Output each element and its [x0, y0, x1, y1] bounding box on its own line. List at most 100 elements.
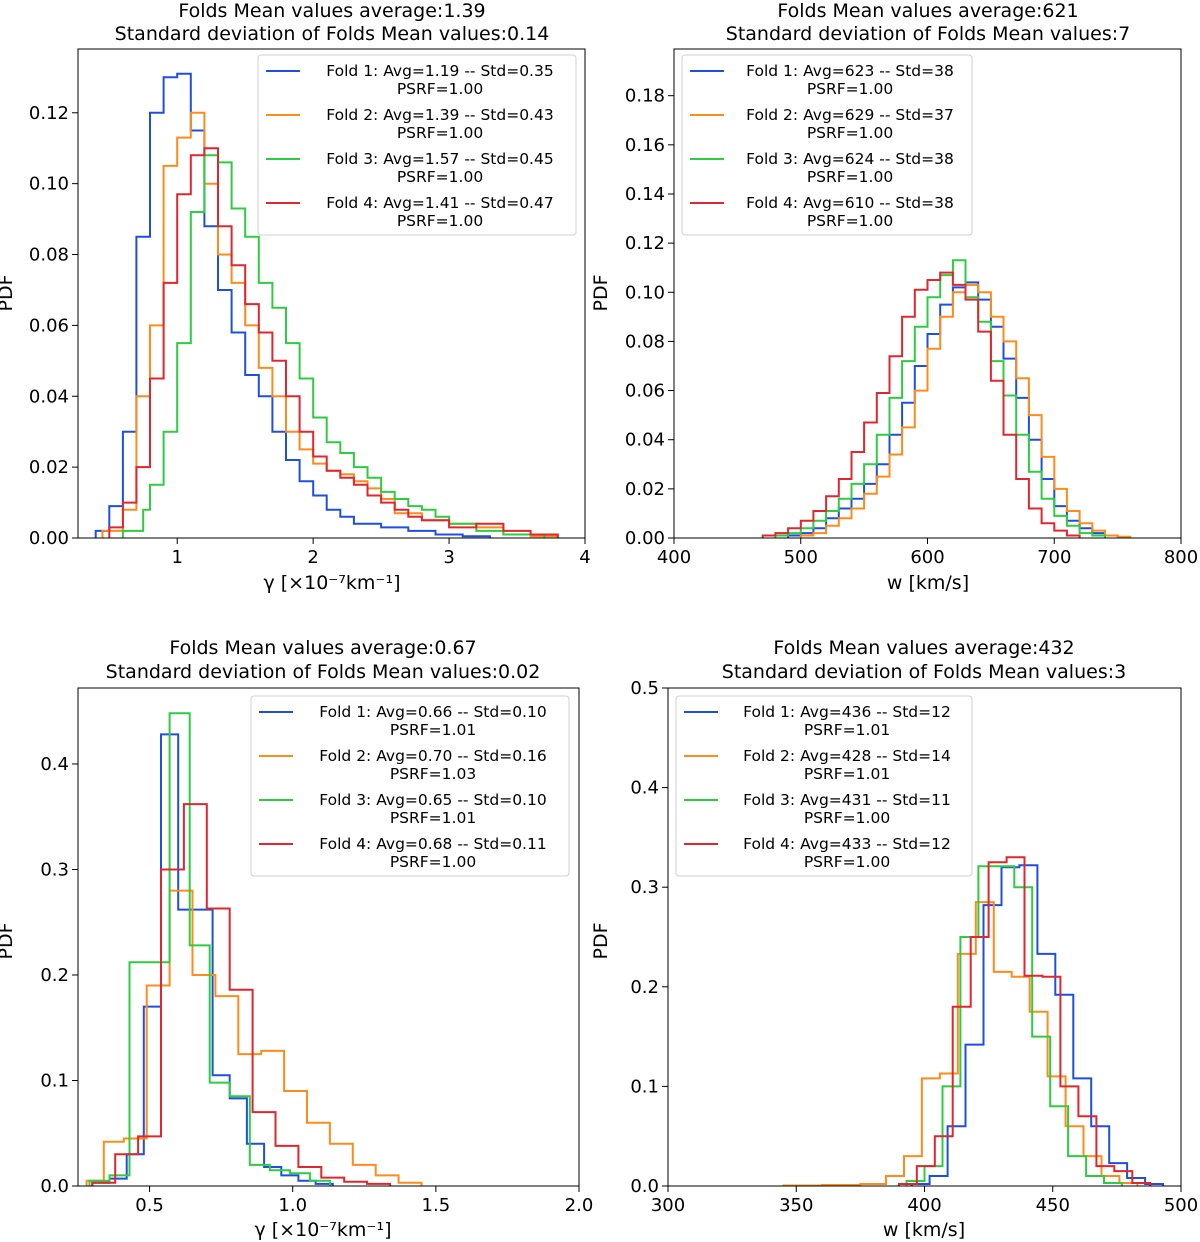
x-tick-label: 3 [443, 547, 454, 568]
y-tick-label: 0.12 [29, 103, 69, 124]
legend-entry-fold-4: Fold 4: Avg=1.41 -- Std=0.47 [326, 194, 553, 212]
y-tick-label: 0.14 [625, 184, 665, 205]
legend-psrf-fold-3: PSRF=1.00 [804, 809, 890, 827]
chart-title-line2: Standard deviation of Folds Mean values:… [726, 23, 1130, 45]
histogram-series-fold-3 [88, 712, 331, 1186]
x-tick-label: 600 [910, 547, 944, 568]
legend-box [681, 54, 973, 236]
legend-entry-fold-2: Fold 2: Avg=629 -- Std=37 [746, 106, 954, 124]
y-tick-label: 0.4 [40, 754, 69, 775]
legend-entry-fold-1: Fold 1: Avg=1.19 -- Std=0.35 [326, 62, 553, 80]
y-tick-label: 0.10 [29, 174, 69, 195]
legend-psrf-fold-2: PSRF=1.01 [804, 765, 890, 783]
y-axis-label: PDF [590, 274, 612, 311]
chart-title-line1: Folds Mean values average:621 [777, 0, 1078, 22]
y-tick-label: 0.06 [625, 381, 665, 402]
legend-psrf-fold-3: PSRF=1.00 [397, 168, 483, 186]
legend-psrf-fold-1: PSRF=1.00 [397, 80, 483, 98]
chart-title-line1: Folds Mean values average:432 [773, 637, 1074, 659]
panel-w-bottom: Folds Mean values average:432 Standard d… [590, 637, 1198, 1241]
legend-psrf-fold-2: PSRF=1.00 [397, 124, 483, 142]
legend-box [250, 695, 570, 877]
y-tick-label: 0.08 [625, 331, 665, 352]
plot-frame [77, 48, 586, 539]
legend-entry-fold-2: Fold 2: Avg=0.70 -- Std=0.16 [319, 747, 546, 765]
legend-psrf-fold-1: PSRF=1.01 [804, 721, 890, 739]
y-tick-label: 0.3 [630, 877, 659, 898]
legend-psrf-fold-4: PSRF=1.00 [807, 212, 893, 230]
legend-entry-fold-4: Fold 4: Avg=0.68 -- Std=0.11 [319, 835, 546, 853]
x-axis-label: w [km/s] [883, 1219, 965, 1241]
x-tick-label: 400 [907, 1195, 941, 1216]
y-tick-label: 0.1 [40, 1070, 69, 1091]
histogram-series-fold-4 [108, 147, 559, 538]
histogram-series-fold-3 [774, 259, 1106, 538]
chart-title-line1: Folds Mean values average:1.39 [178, 0, 485, 22]
y-tick-label: 0.4 [630, 778, 659, 799]
legend-psrf-fold-4: PSRF=1.00 [397, 212, 483, 230]
x-tick-label: 2 [307, 547, 318, 568]
histogram-series-fold-3 [905, 865, 1123, 1186]
legend-psrf-fold-1: PSRF=1.01 [390, 721, 476, 739]
y-tick-label: 0.0 [40, 1176, 69, 1197]
legend-psrf-fold-2: PSRF=1.00 [807, 124, 893, 142]
y-tick-label: 0.5 [630, 678, 659, 699]
x-tick-label: 1.0 [278, 1195, 307, 1216]
chart-title-line2: Standard deviation of Folds Mean values:… [722, 661, 1126, 683]
histogram-series-fold-2 [85, 889, 423, 1186]
histogram-series-fold-4 [761, 271, 1081, 538]
y-tick-label: 0.10 [625, 282, 665, 303]
x-tick-label: 500 [1164, 1195, 1198, 1216]
x-tick-label: 400 [657, 547, 691, 568]
panel-w-top: Folds Mean values average:621 Standard d… [590, 0, 1198, 594]
x-tick-label: 450 [1036, 1195, 1070, 1216]
y-tick-label: 0.0 [630, 1176, 659, 1197]
x-axis-label: w [km/s] [887, 572, 969, 594]
y-tick-label: 0.1 [630, 1076, 659, 1097]
legend-entry-fold-2: Fold 2: Avg=428 -- Std=14 [743, 747, 951, 765]
x-axis-label: γ [×10⁻⁷km⁻¹] [254, 1219, 391, 1241]
y-tick-label: 0.02 [625, 479, 665, 500]
x-tick-label: 500 [784, 547, 818, 568]
x-tick-label: 800 [1164, 547, 1198, 568]
legend-box [675, 695, 973, 877]
panel-gamma-bottom: Folds Mean values average:0.67 Standard … [0, 637, 593, 1241]
y-tick-label: 0.02 [29, 457, 69, 478]
legend-entry-fold-3: Fold 3: Avg=0.65 -- Std=0.10 [319, 791, 546, 809]
y-axis-label: PDF [590, 922, 612, 959]
legend-entry-fold-2: Fold 2: Avg=1.39 -- Std=0.43 [326, 106, 553, 124]
y-tick-label: 0.16 [625, 135, 665, 156]
x-tick-label: 700 [1037, 547, 1071, 568]
x-tick-label: 1.5 [422, 1195, 451, 1216]
legend-psrf-fold-4: PSRF=1.00 [804, 853, 890, 871]
chart-title-line1: Folds Mean values average:0.67 [169, 637, 476, 659]
histogram-series-fold-4 [897, 856, 1152, 1186]
x-axis-label: γ [×10⁻⁷km⁻¹] [263, 572, 400, 594]
y-tick-label: 0.00 [625, 528, 665, 549]
histogram-series-fold-1 [94, 72, 491, 538]
histogram-series-fold-1 [91, 733, 334, 1186]
y-tick-label: 0.2 [630, 977, 659, 998]
x-tick-label: 2.0 [565, 1195, 594, 1216]
legend-psrf-fold-2: PSRF=1.03 [390, 765, 476, 783]
legend-entry-fold-3: Fold 3: Avg=431 -- Std=11 [743, 791, 951, 809]
y-tick-label: 0.2 [40, 965, 69, 986]
histogram-series-fold-1 [910, 864, 1164, 1186]
y-tick-label: 0.04 [625, 430, 665, 451]
x-tick-label: 4 [579, 547, 590, 568]
legend-entry-fold-3: Fold 3: Avg=1.57 -- Std=0.45 [326, 150, 553, 168]
legend-psrf-fold-1: PSRF=1.00 [807, 80, 893, 98]
y-tick-label: 0.08 [29, 245, 69, 266]
legend-entry-fold-1: Fold 1: Avg=436 -- Std=12 [743, 703, 951, 721]
x-tick-label: 300 [651, 1195, 685, 1216]
y-tick-label: 0.00 [29, 528, 69, 549]
legend-psrf-fold-3: PSRF=1.00 [807, 168, 893, 186]
panel-gamma-top: Folds Mean values average:1.39 Standard … [0, 0, 591, 594]
legend-psrf-fold-3: PSRF=1.01 [390, 809, 476, 827]
plot-frame [77, 687, 580, 1187]
y-axis-label: PDF [0, 922, 17, 959]
chart-title-line2: Standard deviation of Folds Mean values:… [115, 23, 550, 45]
legend-psrf-fold-4: PSRF=1.00 [390, 853, 476, 871]
